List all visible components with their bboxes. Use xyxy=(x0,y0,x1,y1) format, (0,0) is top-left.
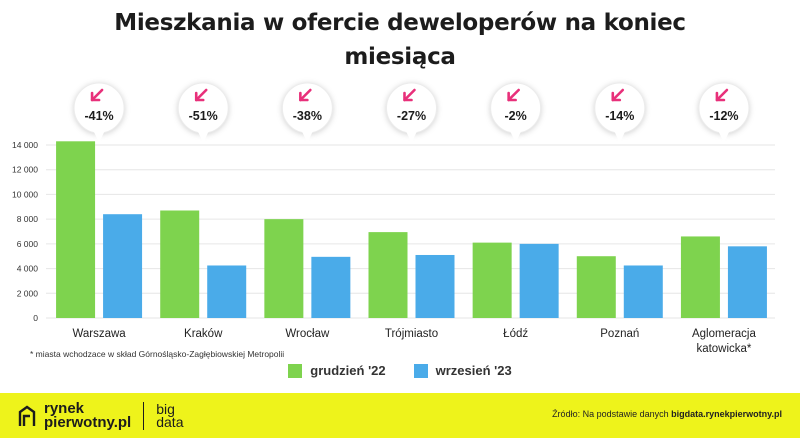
bar-sep23 xyxy=(311,256,351,318)
legend-item-sep23: wrzesień '23 xyxy=(413,363,512,378)
arrow-head xyxy=(194,91,205,102)
x-tick-label: Aglomeracja xyxy=(692,328,757,340)
x-tick-label: Poznań xyxy=(600,328,639,340)
change-label: -51% xyxy=(189,109,218,123)
badge-pointer-fill xyxy=(509,130,522,143)
legend-swatch-green xyxy=(288,363,303,378)
x-tick-label: Trójmiasto xyxy=(385,328,438,340)
x-tick-label: Kraków xyxy=(184,328,223,340)
y-tick-label: 4 000 xyxy=(17,264,39,274)
y-tick-label: 14 000 xyxy=(12,140,38,150)
bigdata-logo: big data xyxy=(156,401,184,430)
bar-dec22 xyxy=(576,256,616,318)
arrow-head xyxy=(90,91,101,102)
change-badge xyxy=(594,82,646,134)
logo-line2: pierwotny.pl xyxy=(44,414,132,431)
bar-dec22 xyxy=(680,236,720,318)
bar-dec22 xyxy=(56,141,96,318)
arrow-head xyxy=(507,91,517,102)
change-badge xyxy=(177,82,229,134)
change-label: -2% xyxy=(505,109,527,123)
change-label: -27% xyxy=(397,109,426,123)
arrow-down-left-icon xyxy=(611,88,625,102)
badge-pointer-fill xyxy=(405,130,418,143)
source-prefix: Źródło: Na podstawie danych xyxy=(552,409,672,419)
change-badge xyxy=(386,82,437,134)
bigdata-line2: data xyxy=(156,414,184,430)
badge-pointer-fill xyxy=(301,130,314,143)
y-tick-label: 0 xyxy=(33,313,38,323)
badge-pointer-fill xyxy=(197,130,210,143)
bar-sep23 xyxy=(103,214,143,318)
change-badge xyxy=(73,82,125,134)
legend: grudzień '22 wrzesień '23 xyxy=(0,363,800,378)
badge-pointer-fill xyxy=(717,130,730,143)
bar-sep23 xyxy=(519,243,559,318)
change-badge xyxy=(490,82,542,134)
bigdata-line1: big xyxy=(156,401,175,417)
y-tick-label: 8 000 xyxy=(17,214,39,224)
building-logo-icon xyxy=(18,405,36,426)
y-tick-label: 12 000 xyxy=(12,165,38,175)
arrow-head xyxy=(299,91,309,102)
change-badge xyxy=(281,82,333,134)
arrow-down-left-icon xyxy=(299,88,312,102)
arrow-head xyxy=(403,91,413,102)
bar-sep23 xyxy=(623,265,663,318)
arrow-down-left-icon xyxy=(90,88,104,102)
y-tick-label: 2 000 xyxy=(17,288,39,298)
bar-dec22 xyxy=(368,232,408,318)
x-tick-label: Łódź xyxy=(503,328,528,340)
x-tick-label: Wrocław xyxy=(285,328,330,340)
bar-dec22 xyxy=(472,242,512,318)
arrow-head xyxy=(715,91,726,102)
legend-item-dec22: grudzień '22 xyxy=(288,363,386,378)
legend-label-dec22: grudzień '22 xyxy=(310,363,386,378)
chart-title-line1: Mieszkania w ofercie deweloperów na koni… xyxy=(114,10,686,36)
arrow-down-left-icon xyxy=(715,88,729,102)
bar-dec22 xyxy=(160,210,200,318)
chart-title-line2: miesiąca xyxy=(344,44,456,70)
logo-divider xyxy=(143,402,145,430)
bar-dec22 xyxy=(264,219,304,318)
bar-sep23 xyxy=(727,246,767,318)
x-tick-label: Warszawa xyxy=(72,328,126,340)
brand-logo: rynek pierwotny.pl big data xyxy=(18,401,183,431)
footnote: * miasta wchodzace w skład Górnośląsko-Z… xyxy=(30,349,285,359)
badge-pointer-fill xyxy=(93,130,106,143)
source-note: Źródło: Na podstawie danych bigdata.ryne… xyxy=(552,409,782,419)
change-label: -38% xyxy=(293,109,322,123)
footer-bar: rynek pierwotny.pl big data Źródło: Na p… xyxy=(0,393,800,438)
legend-swatch-blue xyxy=(413,363,428,378)
arrow-head xyxy=(611,91,622,102)
arrow-down-left-icon xyxy=(194,88,208,102)
y-tick-label: 6 000 xyxy=(17,239,39,249)
y-tick-label: 10 000 xyxy=(12,189,38,199)
arrow-down-left-icon xyxy=(403,88,416,102)
source-link: bigdata.rynekpierwotny.pl xyxy=(671,409,782,419)
x-tick-label: katowicka* xyxy=(696,343,751,355)
change-label: -12% xyxy=(709,109,738,123)
arrow-down-left-icon xyxy=(507,88,520,102)
logo-line1: rynek xyxy=(44,400,85,417)
bar-sep23 xyxy=(207,265,247,318)
bar-sep23 xyxy=(415,254,455,318)
chart-title: Mieszkania w ofercie deweloperów na koni… xyxy=(0,6,800,74)
change-badge xyxy=(698,82,750,134)
change-label: -14% xyxy=(605,109,634,123)
logo-wordmark: rynek pierwotny.pl xyxy=(44,400,132,431)
change-label: -41% xyxy=(84,109,113,123)
legend-label-sep23: wrzesień '23 xyxy=(435,363,512,378)
badge-pointer-fill xyxy=(613,130,626,143)
